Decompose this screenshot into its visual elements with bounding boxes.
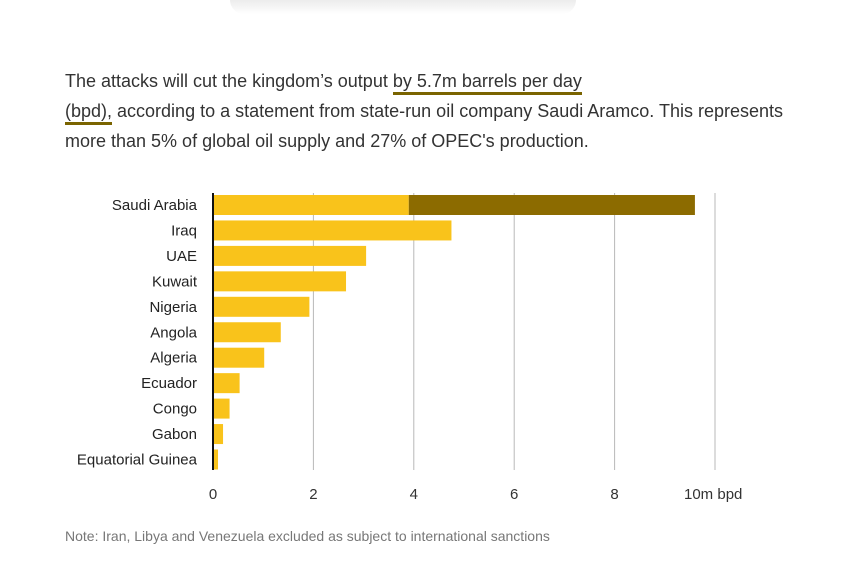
category-label-algeria: Algeria xyxy=(150,350,197,367)
category-label-iraq: Iraq xyxy=(171,222,197,239)
article-text-after: according to a statement from state-run … xyxy=(65,101,784,151)
bar-ecuador-series-0 xyxy=(213,373,240,394)
article-paragraph: The attacks will cut the kingdom’s outpu… xyxy=(65,66,785,156)
article-text-before: The attacks will cut the kingdom’s outpu… xyxy=(65,71,393,91)
x-tick-label-6: 6 xyxy=(510,486,518,503)
category-label-uae: UAE xyxy=(166,248,197,265)
bar-kuwait-series-0 xyxy=(213,271,347,292)
bar-angola-series-0 xyxy=(213,322,281,343)
bar-iraq-series-0 xyxy=(213,220,452,241)
category-label-ecuador: Ecuador xyxy=(141,375,197,392)
source-link-line1[interactable]: by 5.7m barrels per day xyxy=(392,71,582,95)
bar-congo-series-0 xyxy=(213,398,230,419)
x-tick-label-2: 2 xyxy=(309,486,317,503)
bar-nigeria-series-0 xyxy=(213,296,310,317)
bar-saudi-arabia-series-1 xyxy=(408,195,695,215)
category-label-gabon: Gabon xyxy=(152,426,197,443)
top-shadow-decoration xyxy=(230,0,576,14)
x-tick-label-10: 10m bpd xyxy=(684,486,742,503)
bar-algeria-series-0 xyxy=(213,347,265,368)
bar-gabon-series-0 xyxy=(213,424,224,445)
bar-equatorial-guinea-series-0 xyxy=(213,449,219,470)
bar-saudi-arabia-series-0 xyxy=(213,195,409,215)
bar-uae-series-0 xyxy=(213,245,367,266)
category-label-angola: Angola xyxy=(150,324,197,341)
chart-note: Note: Iran, Libya and Venezuela excluded… xyxy=(65,528,550,544)
category-label-congo: Congo xyxy=(153,401,197,418)
category-label-saudi-arabia: Saudi Arabia xyxy=(112,197,198,214)
category-label-equatorial-guinea: Equatorial Guinea xyxy=(77,452,198,469)
x-tick-label-0: 0 xyxy=(209,486,217,503)
category-label-nigeria: Nigeria xyxy=(149,299,197,316)
category-label-kuwait: Kuwait xyxy=(152,273,198,290)
x-tick-label-4: 4 xyxy=(410,486,418,503)
source-link-line2[interactable]: (bpd), xyxy=(65,101,113,125)
x-tick-label-8: 8 xyxy=(610,486,618,503)
